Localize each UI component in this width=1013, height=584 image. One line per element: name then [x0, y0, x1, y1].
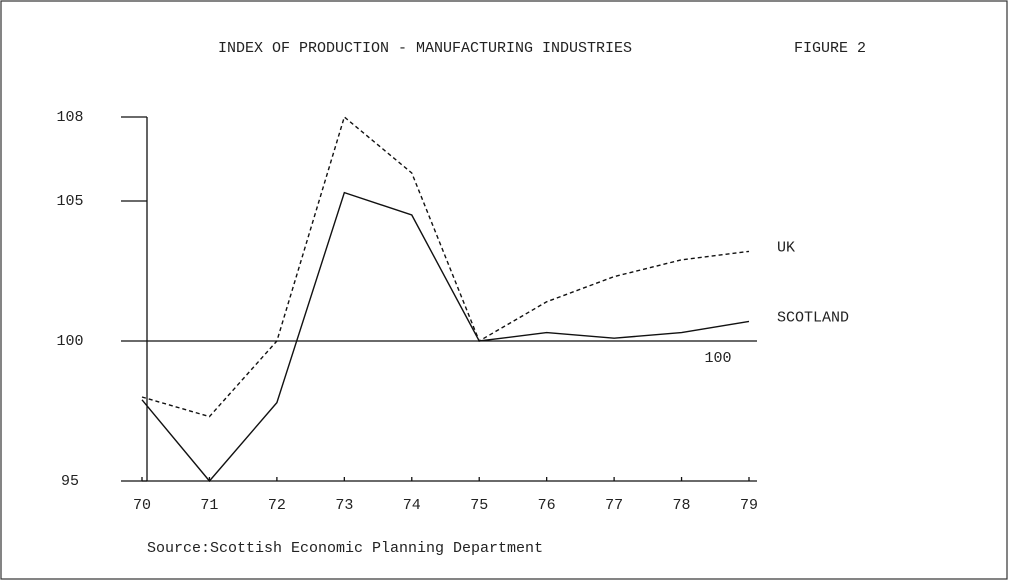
x-tick-label: 77: [605, 497, 623, 514]
x-tick-label: 71: [200, 497, 218, 514]
x-tick-label: 74: [403, 497, 421, 514]
y-tick-label: 100: [56, 333, 83, 350]
x-tick-label: 79: [740, 497, 758, 514]
figure-label: FIGURE 2: [794, 40, 866, 57]
y-tick-label: 95: [61, 473, 79, 490]
y-tick-label: 108: [56, 109, 83, 126]
series-label: UK: [777, 239, 795, 256]
series-label: SCOTLAND: [777, 309, 849, 326]
x-tick-label: 75: [470, 497, 488, 514]
x-tick-label: 78: [673, 497, 691, 514]
chart-title: INDEX OF PRODUCTION - MANUFACTURING INDU…: [218, 40, 632, 57]
y-tick-label: 105: [56, 193, 83, 210]
x-tick-label: 70: [133, 497, 151, 514]
series-line: [141, 191, 750, 483]
reference-label: 100: [704, 350, 731, 367]
x-tick-label: 72: [268, 497, 286, 514]
x-tick-label: 73: [335, 497, 353, 514]
series-line: [141, 115, 750, 418]
source-note: Source:Scottish Economic Planning Depart…: [147, 540, 543, 557]
x-tick-label: 76: [538, 497, 556, 514]
